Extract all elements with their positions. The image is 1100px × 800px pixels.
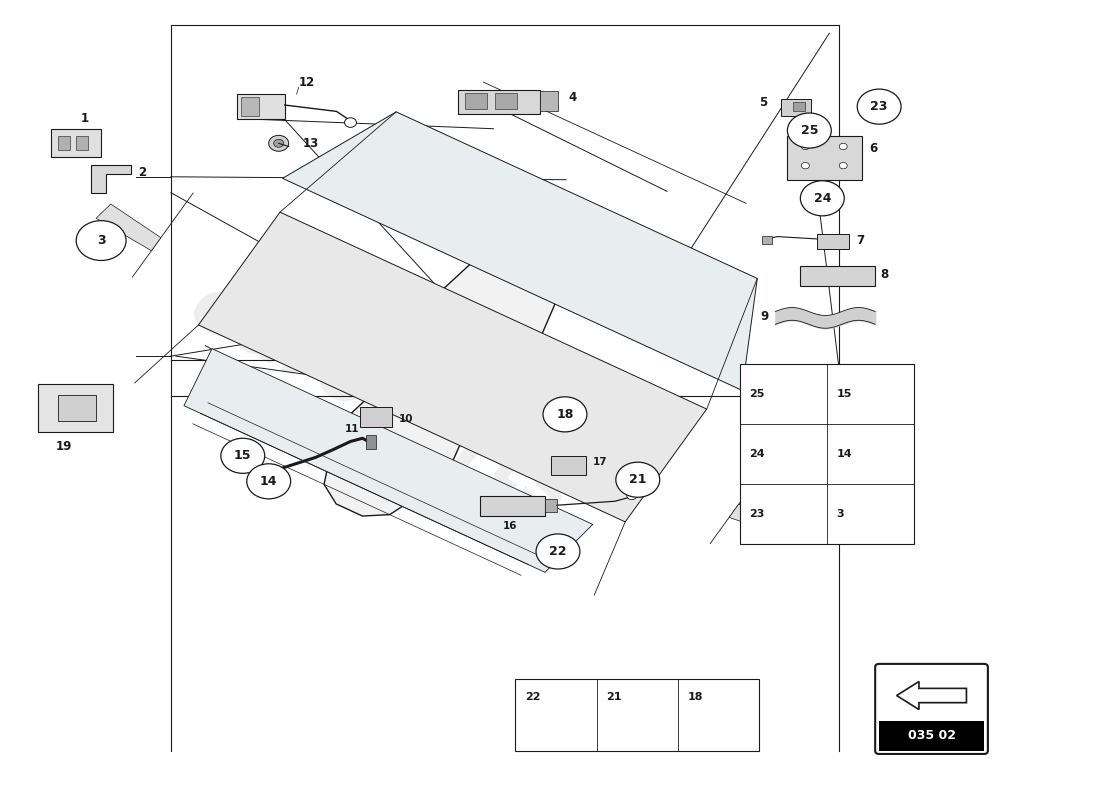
Bar [495, 93, 517, 109]
Bar [58, 395, 96, 421]
Text: 14: 14 [260, 475, 277, 488]
Text: 1: 1 [81, 112, 89, 125]
Bar [788, 136, 862, 180]
Bar [515, 679, 759, 750]
Text: 035 02: 035 02 [908, 730, 956, 742]
Polygon shape [198, 212, 706, 522]
Bar [76, 136, 88, 150]
Circle shape [839, 143, 847, 150]
Polygon shape [324, 258, 556, 516]
Bar [551, 456, 586, 475]
Text: 22: 22 [525, 692, 540, 702]
Bar [366, 435, 376, 450]
Text: 21: 21 [629, 474, 647, 486]
Text: 2: 2 [138, 166, 146, 179]
Text: 13: 13 [302, 137, 319, 150]
Circle shape [802, 143, 810, 150]
Bar [58, 136, 70, 150]
Circle shape [246, 464, 290, 499]
Circle shape [221, 438, 265, 474]
Polygon shape [91, 165, 131, 193]
Circle shape [536, 534, 580, 569]
Bar [361, 407, 393, 427]
Bar [481, 496, 544, 516]
Circle shape [76, 221, 126, 261]
Text: 14: 14 [837, 449, 852, 459]
Text: 25: 25 [749, 389, 764, 399]
Bar [544, 499, 557, 512]
Text: 3: 3 [837, 509, 845, 518]
Polygon shape [283, 112, 757, 390]
Text: a passion for parts since 1985: a passion for parts since 1985 [290, 444, 550, 563]
Circle shape [627, 492, 637, 500]
Circle shape [344, 118, 356, 127]
Circle shape [543, 397, 587, 432]
Text: 11: 11 [344, 425, 359, 434]
FancyBboxPatch shape [876, 664, 988, 754]
Text: 6: 6 [869, 142, 878, 154]
Text: 15: 15 [234, 450, 252, 462]
Text: 8: 8 [880, 268, 889, 282]
Text: 3: 3 [97, 234, 106, 247]
Text: 10: 10 [398, 414, 412, 424]
Polygon shape [96, 204, 161, 250]
Text: 16: 16 [503, 521, 517, 531]
Bar [241, 97, 258, 116]
Bar [236, 94, 285, 119]
Bar [540, 91, 558, 110]
Text: 23: 23 [870, 100, 888, 113]
Bar [801, 266, 876, 286]
Text: 25: 25 [801, 124, 818, 137]
Text: 9: 9 [760, 310, 769, 322]
Polygon shape [896, 682, 967, 710]
Bar [739, 364, 914, 543]
Text: 24: 24 [749, 449, 766, 459]
Text: 17: 17 [593, 457, 607, 467]
Text: 7: 7 [856, 234, 865, 247]
Bar [781, 98, 812, 116]
Bar [465, 93, 487, 109]
Circle shape [839, 162, 847, 169]
Circle shape [802, 162, 810, 169]
Circle shape [857, 89, 901, 124]
Text: 18: 18 [557, 408, 573, 421]
Text: 4: 4 [568, 90, 576, 103]
Bar [817, 234, 849, 249]
Bar [762, 236, 772, 244]
Text: 23: 23 [749, 509, 764, 518]
Text: 22: 22 [549, 545, 566, 558]
Text: 24: 24 [814, 192, 832, 205]
Bar [879, 721, 983, 750]
Circle shape [268, 135, 288, 151]
Text: 21: 21 [606, 692, 621, 702]
Text: 12: 12 [298, 76, 315, 90]
Polygon shape [184, 349, 593, 572]
Bar [39, 384, 113, 432]
Circle shape [274, 139, 284, 147]
Bar [459, 90, 540, 114]
Polygon shape [52, 129, 101, 157]
Text: 18: 18 [688, 692, 704, 702]
Circle shape [801, 181, 845, 216]
Text: europarts: europarts [177, 268, 584, 532]
Text: 15: 15 [837, 389, 852, 399]
Text: 19: 19 [56, 440, 73, 453]
Text: 5: 5 [759, 96, 768, 109]
Circle shape [788, 113, 832, 148]
Polygon shape [729, 504, 800, 539]
Bar [793, 102, 805, 111]
Circle shape [616, 462, 660, 498]
